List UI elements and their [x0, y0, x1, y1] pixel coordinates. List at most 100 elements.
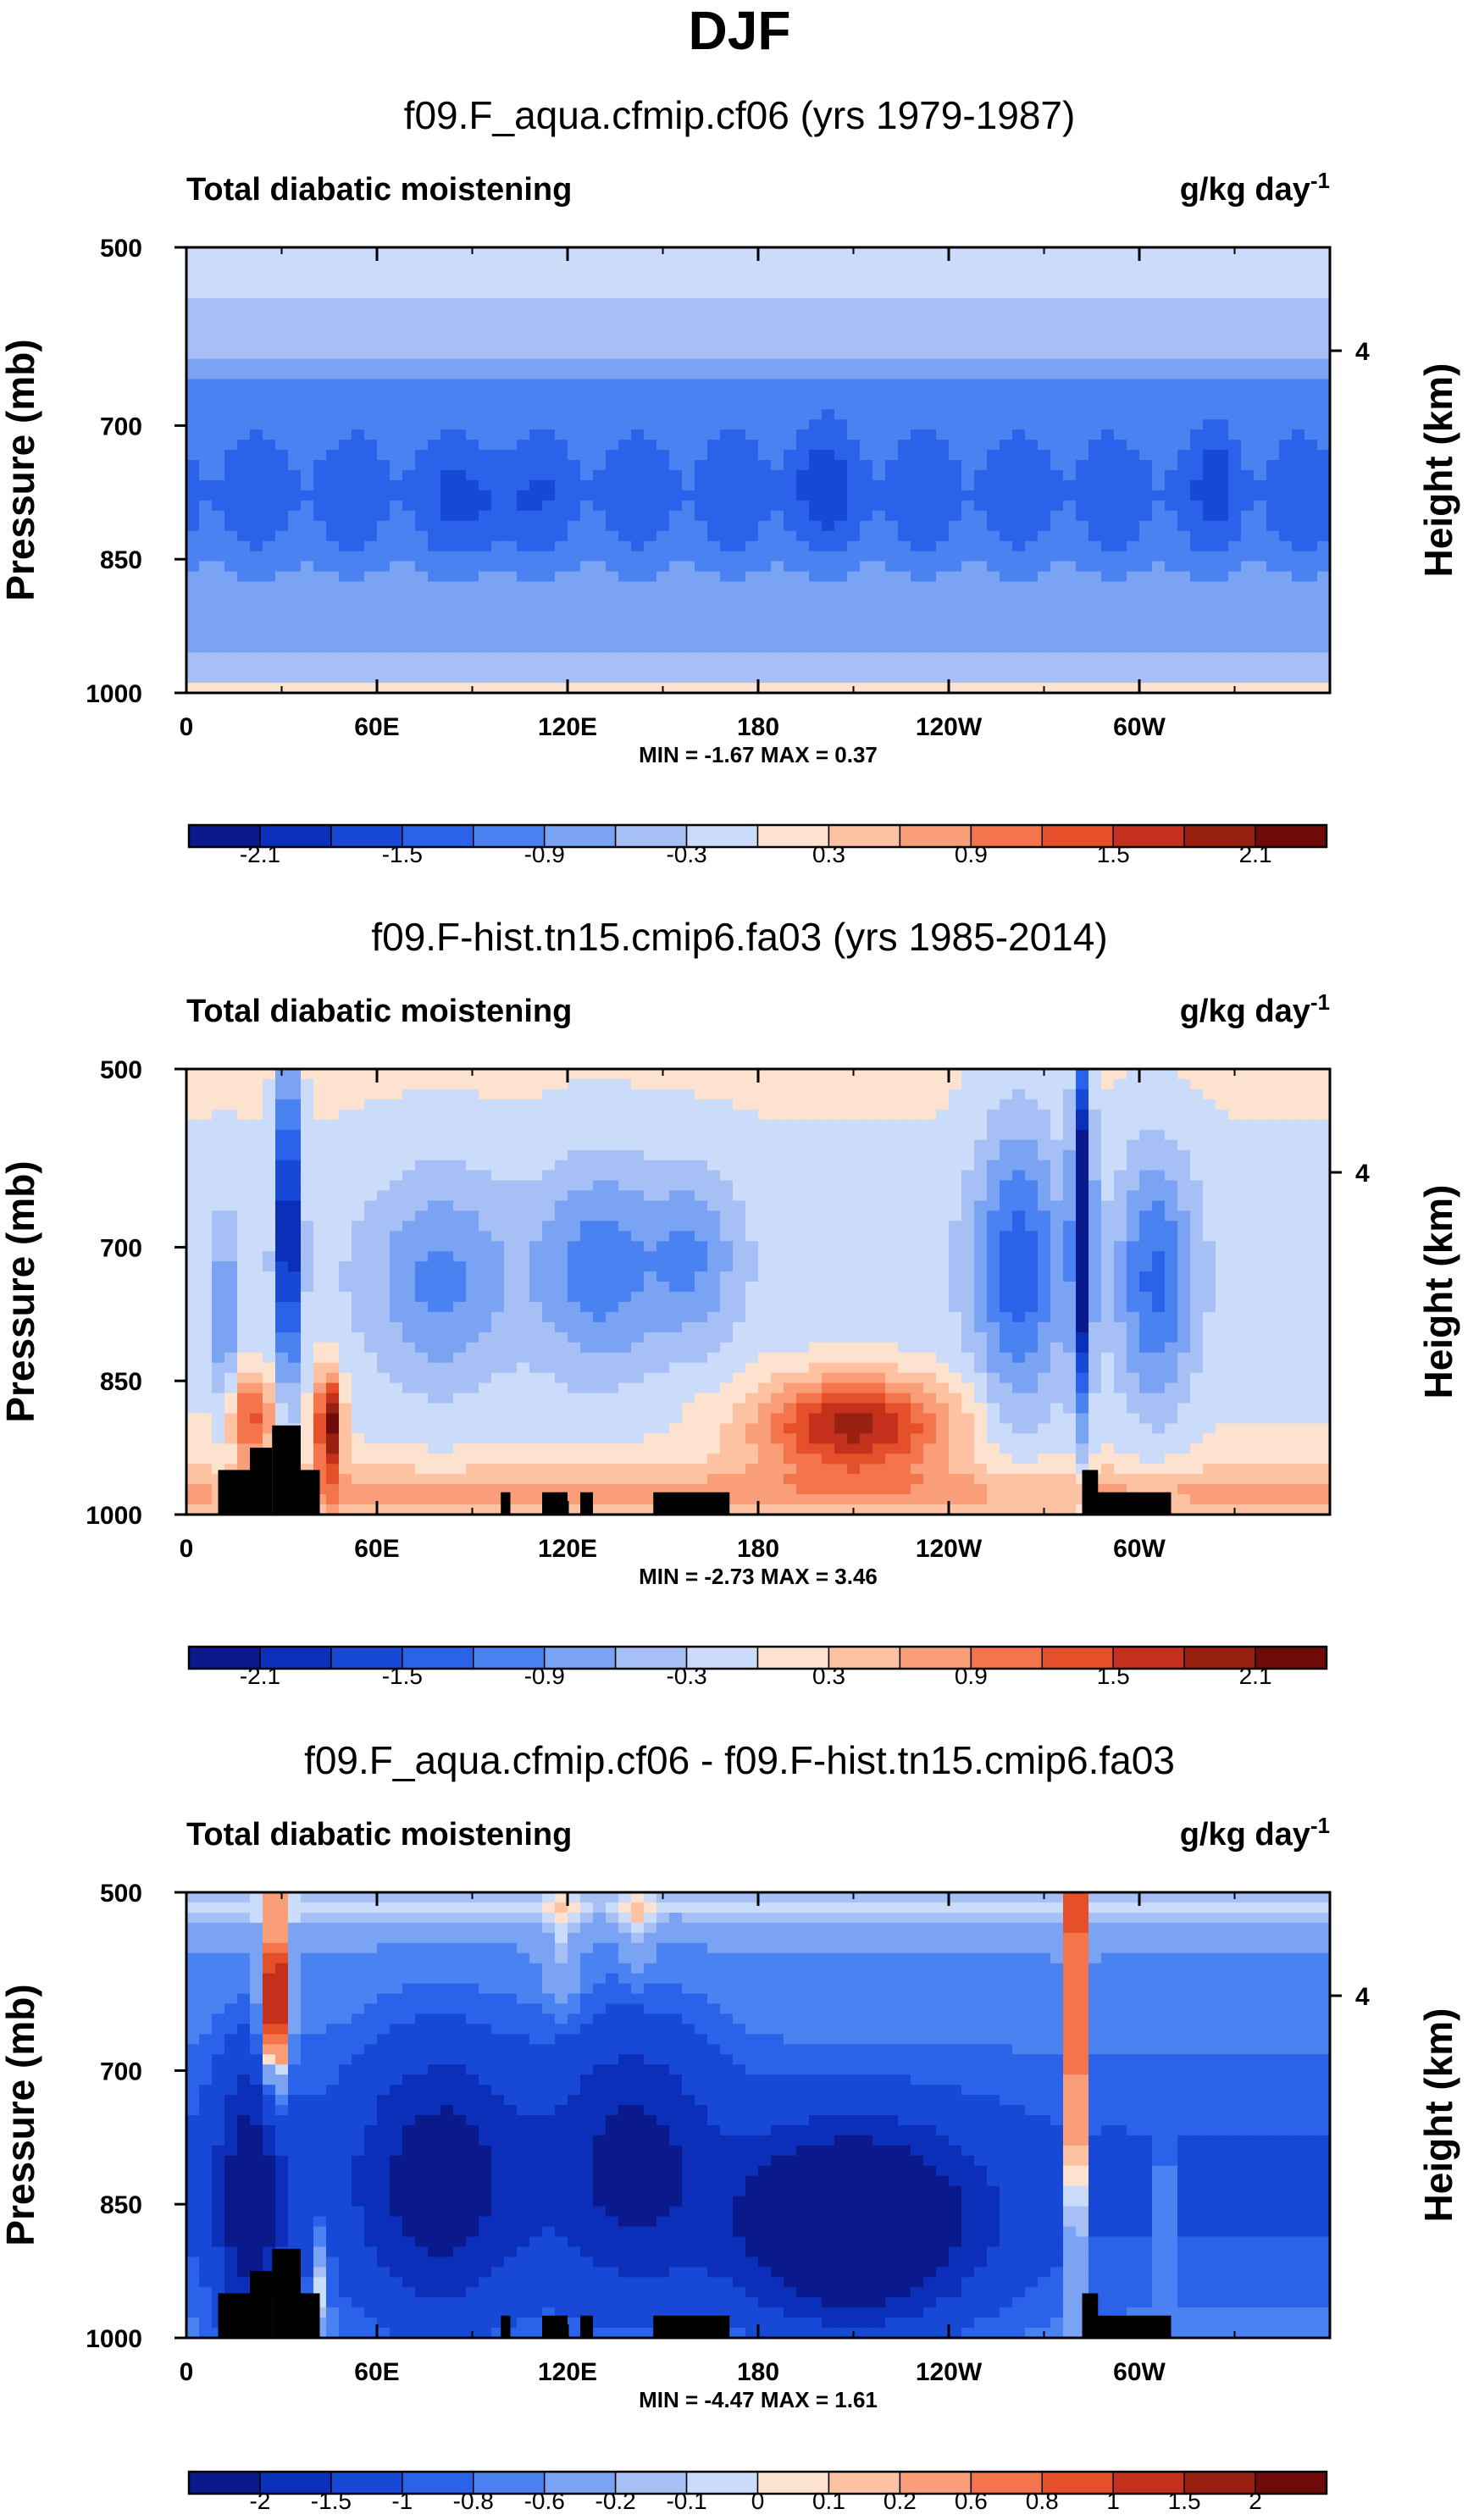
heatmap-cell — [580, 247, 594, 258]
heatmap-cell — [275, 318, 289, 330]
heatmap-cell — [1317, 683, 1331, 694]
heatmap-cell — [822, 368, 835, 379]
heatmap-cell — [466, 1088, 479, 1100]
heatmap-cell — [1254, 277, 1267, 289]
heatmap-cell — [898, 277, 911, 289]
heatmap-cell — [1114, 460, 1127, 471]
heatmap-cell — [1317, 551, 1331, 562]
heatmap-cell — [1114, 338, 1127, 350]
heatmap-cell — [707, 1099, 721, 1110]
heatmap-cell — [593, 328, 607, 340]
heatmap-cell — [720, 673, 734, 684]
heatmap-cell — [847, 510, 861, 522]
heatmap-cell — [1012, 470, 1026, 481]
heatmap-cell — [1139, 267, 1153, 279]
heatmap-cell — [1012, 1099, 1026, 1110]
heatmap-cell — [644, 662, 657, 673]
heatmap-cell — [352, 409, 365, 420]
heatmap-cell — [631, 318, 645, 330]
heatmap-cell — [631, 368, 645, 379]
heatmap-cell — [1292, 652, 1305, 663]
heatmap-cell — [631, 287, 645, 299]
heatmap-cell — [1190, 662, 1204, 673]
heatmap-cell — [1000, 287, 1013, 299]
heatmap-cell — [1012, 520, 1026, 532]
heatmap-cell — [720, 510, 734, 522]
heatmap-cell — [860, 612, 873, 623]
heatmap-cell — [326, 632, 340, 643]
heatmap-cell — [1012, 1088, 1026, 1100]
heatmap-cell — [822, 571, 835, 583]
heatmap-cell — [860, 338, 873, 350]
heatmap-cell — [326, 389, 340, 400]
heatmap-cell — [1000, 612, 1013, 623]
heatmap-cell — [1012, 1160, 1026, 1171]
heatmap-cell — [745, 551, 759, 562]
heatmap-cell — [987, 581, 1000, 593]
heatmap-cell — [1165, 540, 1178, 552]
heatmap-cell — [720, 622, 734, 633]
heatmap-cell — [199, 673, 213, 684]
heatmap-cell — [733, 622, 746, 633]
heatmap-cell — [606, 267, 619, 279]
heatmap-cell — [987, 1129, 1000, 1141]
heatmap-cell — [1241, 520, 1255, 532]
heatmap-cell — [885, 389, 899, 400]
heatmap-cell — [263, 429, 276, 440]
heatmap-cell — [1228, 277, 1242, 289]
heatmap-cell — [809, 591, 823, 602]
heatmap-cell — [491, 683, 505, 694]
heatmap-cell — [1203, 267, 1216, 279]
heatmap-cell — [796, 267, 810, 279]
heatmap-cell — [415, 662, 429, 673]
heatmap-cell — [720, 338, 734, 350]
heatmap-cell — [237, 530, 251, 542]
heatmap-cell — [1317, 379, 1331, 390]
heatmap-cell — [479, 673, 492, 684]
heatmap-cell — [186, 257, 200, 269]
heatmap-cell — [796, 328, 810, 340]
heatmap-cell — [313, 530, 327, 542]
heatmap-cell — [440, 399, 454, 410]
heatmap-cell — [402, 581, 416, 593]
heatmap-cell — [275, 561, 289, 573]
heatmap-cell — [212, 1109, 225, 1121]
heatmap-cell — [644, 348, 657, 360]
heatmap-cell — [1076, 662, 1089, 673]
heatmap-cell — [1063, 409, 1077, 420]
heatmap-cell — [1038, 358, 1051, 370]
heatmap-cell — [1292, 612, 1305, 623]
heatmap-cell — [872, 622, 886, 633]
heatmap-cell — [1241, 571, 1255, 583]
heatmap-cell — [656, 328, 670, 340]
heatmap-cell — [923, 652, 937, 663]
heatmap-cell — [669, 591, 683, 602]
heatmap-cell — [1254, 267, 1267, 279]
heatmap-cell — [250, 1069, 263, 1080]
heatmap-cell — [428, 561, 441, 573]
heatmap-cell — [529, 358, 543, 370]
heatmap-cell — [796, 1099, 810, 1110]
heatmap-cell — [745, 673, 759, 684]
heatmap-cell — [695, 358, 708, 370]
heatmap-cell — [1012, 490, 1026, 501]
heatmap-cell — [1279, 642, 1293, 653]
heatmap-cell — [186, 348, 200, 360]
heatmap-cell — [529, 530, 543, 542]
heatmap-cell — [402, 450, 416, 461]
heatmap-cell — [1190, 601, 1204, 612]
heatmap-cell — [466, 399, 479, 410]
heatmap-cell — [961, 1078, 975, 1090]
heatmap-cell — [809, 348, 823, 360]
heatmap-cell — [872, 662, 886, 673]
heatmap-cell — [707, 429, 721, 440]
heatmap-cell — [1114, 470, 1127, 481]
heatmap-cell — [504, 399, 518, 410]
heatmap-cell — [1241, 318, 1255, 330]
heatmap-cell — [440, 632, 454, 643]
heatmap-cell — [237, 267, 251, 279]
heatmap-cell — [1216, 561, 1229, 573]
heatmap-cell — [885, 1078, 899, 1090]
heatmap-cell — [326, 612, 340, 623]
heatmap-cell — [440, 520, 454, 532]
